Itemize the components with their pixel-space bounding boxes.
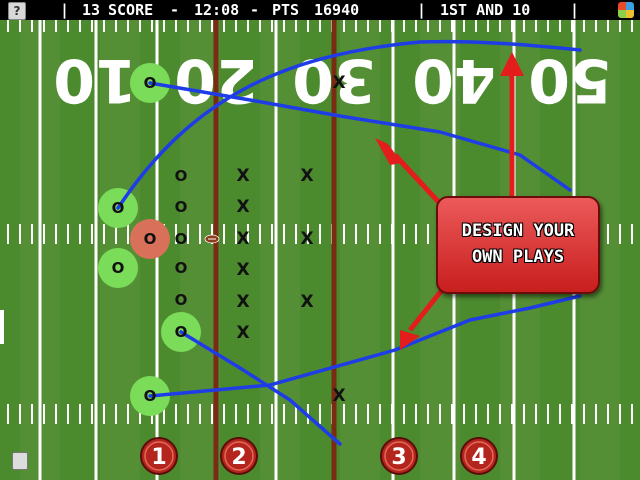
formation-button-label: 2 — [231, 445, 246, 470]
arrow-head — [500, 52, 524, 76]
game-clock: 12:08 — [194, 1, 240, 19]
defense-player[interactable]: X — [236, 292, 249, 312]
callout-line-1: DESIGN YOUR — [461, 221, 575, 241]
route-streak — [116, 39, 582, 210]
defense-player[interactable]: X — [300, 292, 313, 312]
formation-button-label: 3 — [391, 445, 406, 470]
route-post — [148, 81, 572, 192]
defense-player[interactable]: X — [236, 260, 249, 280]
offense-player[interactable]: O — [175, 259, 188, 277]
formation-button-label: 4 — [471, 445, 486, 470]
offense-player[interactable]: O — [112, 259, 125, 277]
formation-button-1[interactable]: 1 — [140, 437, 178, 475]
defense-players: X X X X X X X X X X X — [236, 73, 345, 406]
arrow-head — [375, 138, 402, 165]
offense-player[interactable]: O — [144, 230, 157, 248]
formation-button-3[interactable]: 3 — [380, 437, 418, 475]
offense-player[interactable]: O — [144, 387, 157, 405]
separator: - — [170, 1, 180, 19]
yard-number-40: 40 — [412, 45, 496, 115]
route-slant — [179, 330, 342, 446]
callout-text: DESIGN YOUR OWN PLAYS — [438, 218, 598, 270]
points-label: PTS — [272, 1, 300, 19]
divider: | — [417, 1, 427, 19]
formation-buttons: 1 2 3 4 — [140, 437, 498, 475]
score-label: SCORE — [108, 1, 154, 19]
formation-button-label: 1 — [151, 445, 166, 470]
arrow-down-left — [408, 283, 448, 332]
down-and-distance: 1ST AND 10 — [440, 1, 531, 19]
top-status-bar: ? | 13 SCORE - 12:08 - PTS 16940 | 1ST A… — [0, 0, 640, 20]
defense-player[interactable]: X — [300, 166, 313, 186]
arrow-head — [400, 330, 420, 350]
receiver-highlight — [98, 248, 138, 288]
scoreboard: | 13 SCORE - 12:08 - PTS 16940 | 1ST AND… — [60, 0, 580, 20]
down-count: 13 — [82, 1, 101, 19]
pass-routes — [116, 39, 582, 446]
callout-line-2: OWN PLAYS — [471, 247, 565, 267]
yard-number-50: 50 — [528, 45, 612, 115]
design-plays-callout[interactable]: DESIGN YOUR OWN PLAYS — [436, 196, 600, 294]
defense-player[interactable]: X — [332, 73, 345, 93]
formation-button-2[interactable]: 2 — [220, 437, 258, 475]
points-value: 16940 — [314, 1, 360, 19]
separator: - — [250, 1, 260, 19]
football-icon — [204, 234, 220, 244]
selected-player-highlight — [130, 219, 170, 259]
defense-player[interactable]: X — [236, 323, 249, 343]
defense-player[interactable]: X — [236, 229, 249, 249]
offense-player[interactable]: O — [175, 323, 188, 341]
sideline-marker — [0, 310, 4, 344]
divider: | — [570, 1, 580, 19]
defense-player[interactable]: X — [236, 197, 249, 217]
offense-player[interactable]: O — [175, 198, 188, 216]
defense-player[interactable]: X — [236, 166, 249, 186]
offense-player[interactable]: O — [175, 230, 188, 248]
offense-player[interactable]: O — [175, 291, 188, 309]
notes-icon[interactable] — [12, 452, 28, 470]
yard-numbers: 10 20 30 40 50 — [53, 45, 612, 115]
defense-player[interactable]: X — [300, 229, 313, 249]
defense-player[interactable]: X — [332, 386, 345, 406]
help-button[interactable]: ? — [8, 2, 26, 20]
route-out — [148, 294, 582, 398]
offense-player[interactable]: O — [144, 74, 157, 92]
menu-icon[interactable] — [618, 2, 634, 18]
formation-button-4[interactable]: 4 — [460, 437, 498, 475]
offense-players: O O O O O O O O O O O — [112, 74, 188, 405]
yard-number-10: 10 — [53, 45, 137, 115]
football-field[interactable]: 10 20 30 40 50 O O O O O O O O — [0, 20, 640, 480]
divider: | — [60, 1, 70, 19]
offense-player[interactable]: O — [112, 199, 125, 217]
offense-player[interactable]: O — [175, 167, 188, 185]
